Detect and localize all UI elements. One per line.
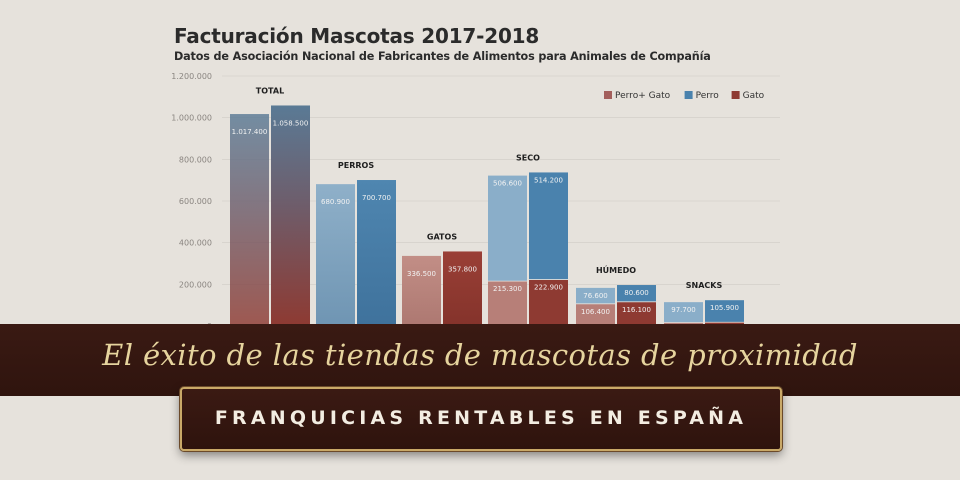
headline-banner: El éxito de las tiendas de mascotas de p…: [0, 324, 960, 396]
cta-label: FRANQUICIAS RENTABLES EN ESPAÑA: [214, 407, 748, 429]
bar-gato-segment: [529, 279, 568, 326]
bar-perro-segment: [576, 287, 615, 304]
data-label-perro: 105.900: [710, 304, 739, 312]
data-label-perro: 97.700: [671, 306, 696, 314]
group-label: PERROS: [338, 161, 374, 170]
data-label-perro: 76.600: [583, 292, 608, 300]
y-tick-label: 400.000: [179, 239, 212, 248]
group-label: GATOS: [427, 232, 457, 241]
legend-label: Perro+ Gato: [615, 91, 671, 101]
data-label-gato: 215.300: [493, 285, 522, 293]
data-label-perro: 514.200: [534, 176, 563, 184]
y-tick-label: 800.000: [179, 155, 212, 164]
data-label-perro: 506.600: [493, 180, 522, 188]
bar-chart: 0200.000400.000600.000800.0001.000.0001.…: [171, 72, 780, 326]
data-label: 680.900: [321, 198, 350, 206]
chart-title: Facturación Mascotas 2017-2018: [174, 24, 540, 48]
data-label: 1.058.500: [273, 119, 309, 127]
bar-gato-segment: [488, 281, 527, 326]
y-tick-label: 200.000: [179, 280, 212, 289]
bar: [443, 251, 482, 326]
bar-perro-segment: [488, 175, 527, 282]
chart-legend: Perro+ Gato Perro Gato: [604, 91, 765, 101]
group-label: HÚMEDO: [596, 264, 636, 275]
legend-label: Perro: [696, 91, 720, 101]
legend-swatch: [684, 91, 693, 99]
franchise-cta-button[interactable]: FRANQUICIAS RENTABLES EN ESPAÑA: [180, 387, 782, 451]
data-label: 700.700: [362, 194, 391, 202]
group-label: SECO: [516, 153, 540, 162]
bar-perro-segment: [664, 302, 703, 323]
legend-swatch: [731, 91, 740, 99]
group-label: SNACKS: [686, 281, 723, 290]
chart-area: 0200.000400.000600.000800.0001.000.0001.…: [171, 24, 780, 326]
bar-perro-segment: [617, 285, 656, 302]
bar: [271, 105, 310, 326]
bar: [357, 180, 396, 326]
data-label-perro: 80.600: [624, 289, 649, 297]
y-tick-label: 600.000: [179, 197, 212, 206]
bar: [230, 114, 269, 326]
data-label: 336.500: [407, 270, 436, 278]
bar-gato-segment: [617, 301, 656, 326]
data-label-gato: 106.400: [581, 308, 610, 316]
chart-subtitle: Datos de Asociación Nacional de Fabrican…: [174, 50, 711, 63]
y-tick-label: 1.200.000: [171, 72, 212, 81]
group-label: TOTAL: [256, 86, 284, 95]
legend-label: Gato: [743, 91, 765, 101]
data-label: 1.017.400: [232, 128, 268, 136]
y-tick-label: 1.000.000: [171, 114, 212, 123]
bar-perro-segment: [529, 172, 568, 280]
data-label: 357.800: [448, 265, 477, 273]
bar: [316, 184, 355, 326]
legend-swatch: [604, 91, 612, 99]
bar: [402, 255, 441, 326]
data-label-gato: 116.100: [622, 306, 651, 314]
bar-perro-segment: [705, 300, 744, 323]
bar-gato-segment: [576, 303, 615, 326]
data-label-gato: 222.900: [534, 284, 563, 292]
headline-text: El éxito de las tiendas de mascotas de p…: [102, 338, 858, 372]
